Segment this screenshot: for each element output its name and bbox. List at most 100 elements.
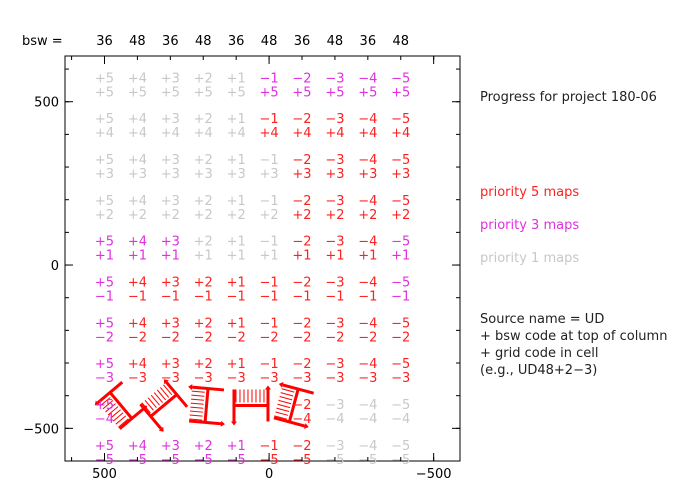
cell-col-code: −1	[259, 235, 278, 250]
cell-row-code: +1	[292, 249, 311, 264]
cell-row-code: −1	[358, 290, 377, 305]
y-tick-label: −500	[23, 422, 59, 437]
cell-col-code: −4	[358, 316, 377, 331]
cell-col-code: +1	[227, 235, 246, 250]
cell-row-code: +1	[161, 249, 180, 264]
cell-row-code: −2	[95, 330, 114, 345]
cell-col-code: −2	[292, 398, 311, 413]
bsw-code: 48	[327, 34, 344, 49]
cell-row-code: +4	[128, 126, 147, 141]
cell-col-code: −3	[325, 276, 344, 291]
cell-col-code: −4	[358, 194, 377, 209]
cell-col-code: +2	[194, 439, 213, 454]
legend-item: priority 5 maps	[480, 185, 579, 200]
cell-col-code: +5	[95, 357, 114, 372]
note-line: Source name = UD	[480, 312, 604, 327]
receiver-marker	[188, 384, 225, 427]
cell-row-code: −2	[194, 330, 213, 345]
cell-row-code: −3	[391, 371, 410, 386]
cell-row-code: +1	[95, 249, 114, 264]
bsw-code: 48	[129, 34, 146, 49]
cell-col-code: −4	[358, 398, 377, 413]
cell-row-code: −3	[161, 371, 180, 386]
cell-col-code: −5	[391, 398, 410, 413]
bsw-label: bsw =	[22, 34, 63, 49]
cell-col-code: +1	[227, 316, 246, 331]
cell-col-code: +3	[161, 316, 180, 331]
cell-col-code: +4	[128, 357, 147, 372]
cell-col-code: −2	[292, 71, 311, 86]
receiver-marker	[230, 385, 271, 426]
source-note: Source name = UD + bsw code at top of co…	[480, 312, 667, 378]
cell-col-code: +5	[95, 71, 114, 86]
cell-row-code: +5	[128, 85, 147, 100]
cell-row-code: +1	[391, 249, 410, 264]
cell-col-code: +1	[227, 71, 246, 86]
cell-col-code: −3	[325, 316, 344, 331]
cell-row-code: +5	[391, 85, 410, 100]
cell-col-code: −3	[325, 398, 344, 413]
cell-col-code: −4	[358, 112, 377, 127]
cell-row-code: −2	[358, 330, 377, 345]
cell-col-code: −3	[325, 235, 344, 250]
cell-row-code: +5	[194, 85, 213, 100]
cell-col-code: +1	[227, 357, 246, 372]
cell-col-code: −4	[358, 71, 377, 86]
cell-row-code: +3	[128, 167, 147, 182]
cell-col-code: +2	[194, 194, 213, 209]
cell-row-code: +3	[391, 167, 410, 182]
cell-col-code: −3	[325, 439, 344, 454]
cell-col-code: −1	[259, 357, 278, 372]
cell-row-code: −1	[325, 290, 344, 305]
note-line: (e.g., UD48+2−3)	[480, 363, 597, 378]
cell-col-code: +4	[128, 276, 147, 291]
cell-row-code: −2	[128, 330, 147, 345]
legend-item: priority 1 maps	[480, 251, 579, 266]
cell-col-code: +3	[161, 71, 180, 86]
cell-col-code: +2	[194, 235, 213, 250]
cell-col-code: −2	[292, 357, 311, 372]
cell-row-code: −1	[259, 290, 278, 305]
cell-row-code: +4	[259, 126, 278, 141]
grid-cells: +5+5+4+5+3+5+2+5+1+5−1+5−2+5−3+5−4+5−5+5…	[95, 71, 410, 467]
cell-row-code: −3	[259, 371, 278, 386]
bsw-code: 36	[96, 34, 113, 49]
cell-row-code: +3	[95, 167, 114, 182]
cell-row-code: +1	[128, 249, 147, 264]
cell-row-code: +4	[227, 126, 246, 141]
bsw-codes: 36 48 36 48 36 48 36 48 36 48	[96, 34, 409, 49]
cell-row-code: −3	[95, 371, 114, 386]
cell-row-code: −1	[194, 290, 213, 305]
cell-row-code: −3	[227, 371, 246, 386]
cell-row-code: −4	[325, 412, 344, 427]
cell-col-code: −5	[391, 112, 410, 127]
cell-row-code: +1	[325, 249, 344, 264]
bsw-code: 36	[360, 34, 377, 49]
cell-col-code: +1	[227, 276, 246, 291]
bsw-code: 36	[228, 34, 245, 49]
cell-row-code: +2	[194, 208, 213, 223]
cell-row-code: −1	[292, 290, 311, 305]
cell-row-code: −3	[194, 371, 213, 386]
cell-col-code: +2	[194, 153, 213, 168]
cell-row-code: +3	[161, 167, 180, 182]
cell-row-code: −1	[161, 290, 180, 305]
cell-col-code: +1	[227, 439, 246, 454]
cell-row-code: +4	[292, 126, 311, 141]
cell-col-code: −3	[325, 112, 344, 127]
cell-col-code: −2	[292, 153, 311, 168]
receiver-marker	[139, 379, 189, 432]
cell-col-code: −2	[292, 235, 311, 250]
cell-row-code: −3	[128, 371, 147, 386]
cell-row-code: +2	[391, 208, 410, 223]
bsw-code: 48	[392, 34, 409, 49]
cell-row-code: +2	[259, 208, 278, 223]
cell-row-code: +4	[325, 126, 344, 141]
cell-col-code: −1	[259, 194, 278, 209]
cell-col-code: +4	[128, 235, 147, 250]
cell-col-code: +2	[194, 357, 213, 372]
cell-col-code: −4	[358, 153, 377, 168]
cell-col-code: +2	[194, 316, 213, 331]
cell-row-code: −2	[391, 330, 410, 345]
cell-row-code: +4	[161, 126, 180, 141]
